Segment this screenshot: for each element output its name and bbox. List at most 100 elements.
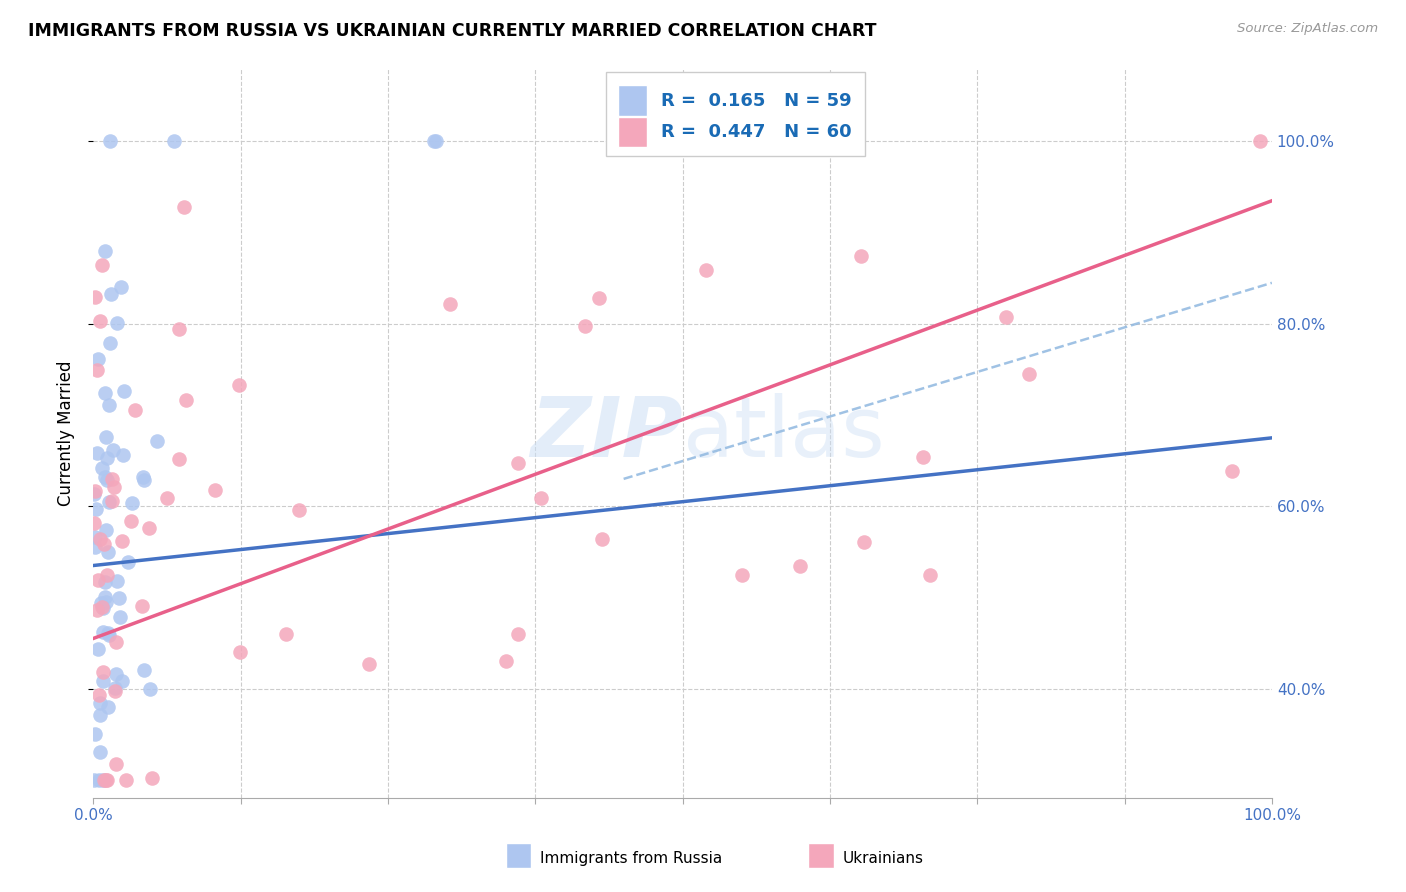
Point — [114, 772, 136, 787]
Text: R =  0.447   N = 60: R = 0.447 N = 60 — [661, 123, 852, 141]
Point — [91, 665, 114, 679]
Point — [94, 430, 117, 444]
Point — [229, 644, 252, 658]
FancyBboxPatch shape — [617, 86, 647, 116]
Point — [83, 290, 105, 304]
Point — [91, 772, 114, 787]
Point — [89, 532, 111, 546]
Point — [112, 384, 135, 398]
Point — [96, 473, 118, 487]
Point — [105, 635, 128, 649]
Point — [83, 483, 105, 498]
Point — [87, 352, 110, 367]
Point — [86, 446, 108, 460]
Point — [94, 574, 117, 589]
Point — [83, 516, 105, 530]
Point — [134, 663, 156, 677]
Point — [83, 486, 105, 500]
Point — [84, 502, 107, 516]
Point — [911, 450, 934, 464]
Text: Ukrainians: Ukrainians — [842, 852, 924, 866]
Point — [93, 385, 115, 400]
Point — [96, 523, 118, 537]
Point — [132, 470, 155, 484]
Point — [96, 772, 118, 787]
Point — [97, 699, 120, 714]
Point — [101, 471, 124, 485]
Point — [204, 483, 226, 497]
Point — [495, 654, 517, 668]
Point — [789, 558, 811, 573]
Point — [853, 534, 876, 549]
Point — [108, 610, 131, 624]
Point — [134, 473, 156, 487]
Point — [83, 540, 105, 554]
Point — [530, 491, 553, 505]
Y-axis label: Currently Married: Currently Married — [58, 360, 75, 506]
Point — [103, 681, 125, 695]
Point — [87, 641, 110, 656]
Text: atlas: atlas — [682, 392, 884, 474]
Point — [131, 599, 153, 613]
Point — [94, 590, 117, 604]
Point — [87, 573, 110, 587]
Point — [110, 280, 132, 294]
Point — [94, 595, 117, 609]
Point — [97, 626, 120, 640]
Point — [91, 460, 114, 475]
Point — [90, 600, 112, 615]
Point — [97, 398, 120, 412]
Point — [89, 696, 111, 710]
FancyBboxPatch shape — [606, 72, 865, 156]
FancyBboxPatch shape — [617, 117, 647, 147]
Point — [96, 772, 118, 787]
Point — [86, 363, 108, 377]
Point — [111, 533, 134, 548]
Point — [84, 530, 107, 544]
Text: R =  0.165   N = 59: R = 0.165 N = 59 — [661, 92, 852, 110]
Point — [105, 316, 128, 330]
Point — [86, 603, 108, 617]
Point — [228, 377, 250, 392]
Point — [167, 451, 190, 466]
Point — [98, 336, 121, 351]
Point — [89, 707, 111, 722]
Point — [83, 772, 105, 787]
Point — [97, 495, 120, 509]
Point — [730, 567, 752, 582]
Point — [121, 496, 143, 510]
Point — [849, 249, 872, 263]
Point — [588, 292, 610, 306]
Point — [111, 449, 134, 463]
Point — [108, 591, 131, 606]
Point — [423, 135, 446, 149]
Point — [173, 200, 195, 214]
Point — [103, 480, 125, 494]
Text: Immigrants from Russia: Immigrants from Russia — [540, 852, 723, 866]
Point — [141, 772, 163, 786]
Point — [100, 493, 122, 508]
Point — [124, 403, 146, 417]
Point — [96, 545, 118, 559]
Point — [995, 310, 1018, 324]
Point — [104, 666, 127, 681]
Point — [574, 318, 596, 333]
Point — [425, 135, 447, 149]
Point — [105, 574, 128, 589]
Point — [93, 470, 115, 484]
Point — [695, 263, 717, 277]
Point — [357, 657, 380, 671]
Point — [93, 537, 115, 551]
Point — [104, 684, 127, 698]
Point — [111, 673, 134, 688]
Point — [920, 567, 942, 582]
Point — [93, 772, 115, 787]
Point — [591, 532, 613, 546]
Point — [104, 756, 127, 771]
Point — [163, 135, 186, 149]
Point — [117, 555, 139, 569]
Point — [98, 135, 121, 149]
Point — [288, 502, 311, 516]
Point — [87, 772, 110, 787]
Point — [101, 443, 124, 458]
